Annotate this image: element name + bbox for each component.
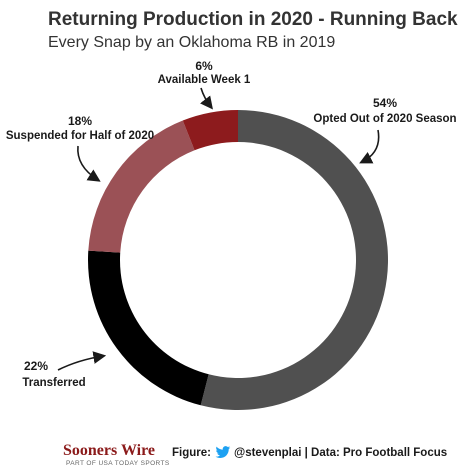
pct-label-suspended: 18% — [68, 114, 92, 128]
name-label-transferred: Transferred — [22, 377, 85, 389]
name-label-suspended: Suspended for Half of 2020 — [6, 130, 154, 142]
figure-credit: Figure: @stevenplai | Data: Pro Football… — [172, 446, 447, 459]
brand-logo: Sooners Wire — [63, 442, 156, 459]
credit-handle: @stevenplai | Data: Pro Football Focus — [233, 446, 448, 459]
arrow-opted-out — [359, 129, 380, 164]
slice-annotation-transferred: 22% Transferred — [22, 351, 107, 389]
chart-title: Returning Production in 2020 - Running B… — [48, 9, 458, 30]
credit-prefix: Figure: — [172, 446, 211, 459]
slice-transferred — [87, 250, 209, 406]
arrow-transferred — [57, 351, 107, 371]
slice-available — [182, 110, 238, 151]
chart-subtitle: Every Snap by an Oklahoma RB in 2019 — [48, 34, 336, 51]
name-label-opted-out: Opted Out of 2020 Season — [313, 113, 456, 125]
pct-label-available: 6% — [195, 59, 213, 73]
pct-label-transferred: 22% — [24, 359, 48, 373]
donut-slices — [87, 110, 388, 411]
arrow-suspended — [77, 145, 101, 182]
slice-suspended — [88, 120, 195, 253]
pct-label-opted-out: 54% — [373, 96, 397, 110]
slice-opted-out — [200, 110, 388, 411]
name-label-available: Available Week 1 — [158, 74, 251, 86]
brand-subtitle: PART OF USA TODAY SPORTS — [66, 460, 170, 467]
slice-annotation-suspended: 18% Suspended for Half of 2020 — [6, 114, 154, 182]
twitter-bird-icon — [215, 446, 231, 459]
footer: Sooners Wire PART OF USA TODAY SPORTS Fi… — [0, 438, 474, 474]
arrow-available — [200, 87, 213, 110]
slice-annotation-available: 6% Available Week 1 — [158, 59, 251, 110]
slice-annotation-opted-out: 54% Opted Out of 2020 Season — [313, 96, 457, 164]
